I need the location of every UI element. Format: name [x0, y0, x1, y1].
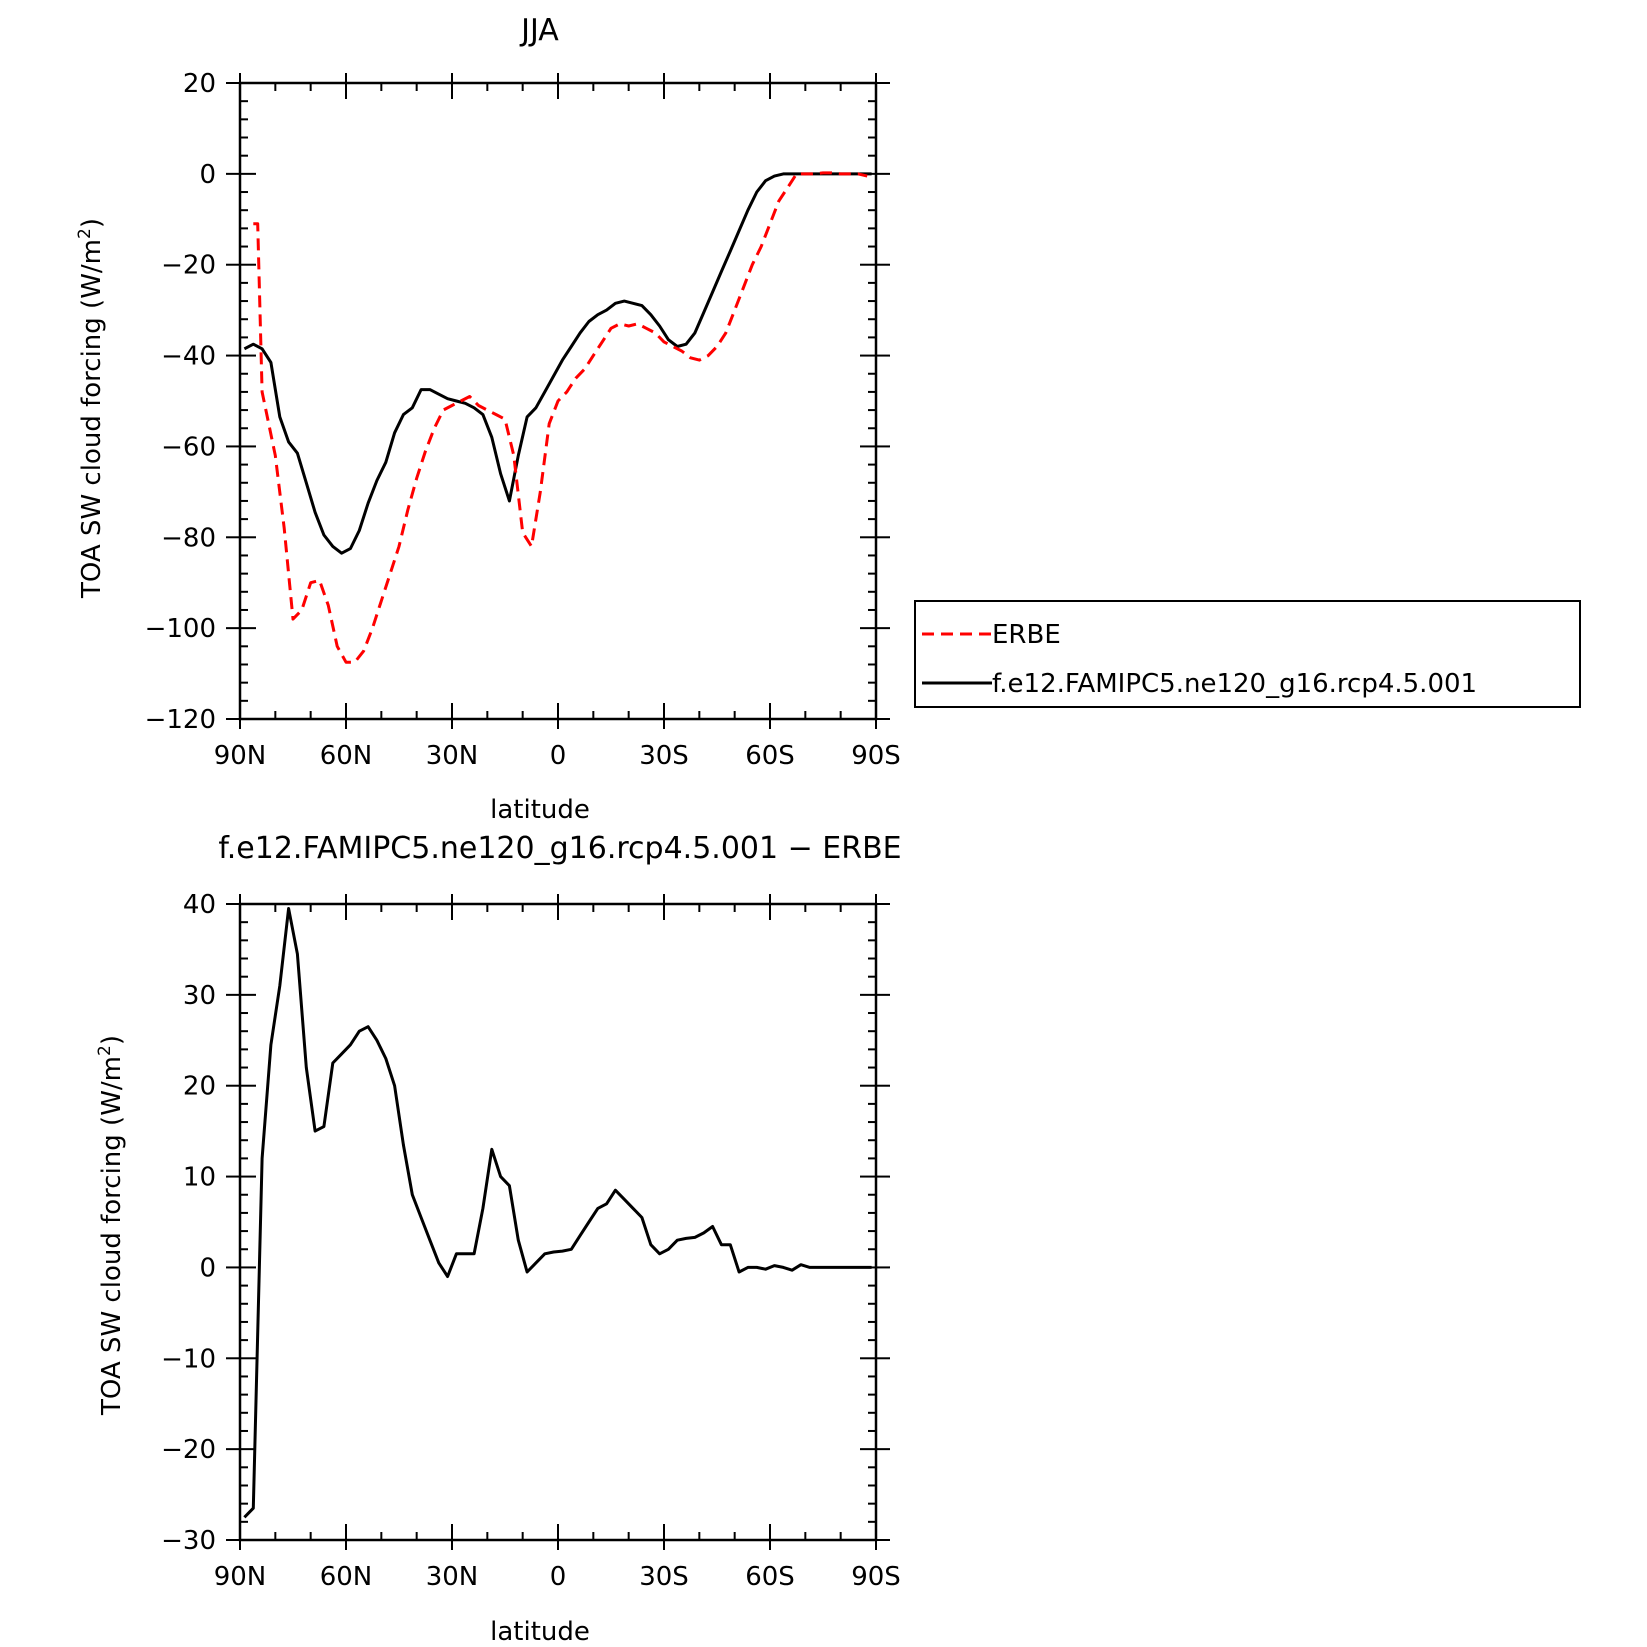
top-x-tick-label: 90S: [851, 741, 901, 771]
legend-box: [914, 600, 1581, 708]
bottom-y-tick-labels: 40 30 20 10 0 −10 −20 −30: [161, 890, 216, 1556]
bottom-series-line-difference: [243, 907, 872, 1519]
top-plot-frame: [238, 81, 878, 721]
bottom-y-tick-label: 20: [183, 1072, 216, 1102]
bottom-y-tick-label: −20: [161, 1435, 216, 1465]
top-series-lines: [243, 171, 872, 664]
bottom-y-tick-label: −30: [161, 1526, 216, 1556]
top-series-line-f-e12-famipc5-ne120-g16-rcp4-5-001: [243, 172, 872, 555]
top-y-tick-label: −60: [161, 432, 216, 462]
bottom-x-tick-label: 0: [550, 1562, 567, 1592]
top-series-line-erbe: [253, 171, 868, 664]
bottom-x-tick-label: 30N: [426, 1562, 479, 1592]
top-y-tick-labels: 20 0 −20 −40 −60 −80 −100 −120: [145, 69, 216, 735]
bottom-y-tick-label: 10: [183, 1163, 216, 1193]
top-x-tick-label: 60N: [320, 741, 373, 771]
bottom-x-tick-label: 90N: [214, 1562, 267, 1592]
legend-entry-erbe: ERBE: [992, 620, 1061, 650]
bottom-x-tick-label: 60S: [745, 1562, 795, 1592]
top-y-tick-label: 0: [199, 160, 216, 190]
bottom-series-lines: [243, 907, 872, 1519]
legend-entry-model: f.e12.FAMIPC5.ne120_g16.rcp4.5.001: [992, 669, 1477, 699]
bottom-x-tick-label: 90S: [851, 1562, 901, 1592]
bottom-y-tick-label: 30: [183, 981, 216, 1011]
bottom-axes-ticks: [226, 894, 890, 1550]
top-y-tick-label: −40: [161, 342, 216, 372]
top-y-tick-label: −100: [145, 614, 216, 644]
bottom-y-axis-label: TOA SW cloud forcing (W/m2): [95, 1035, 127, 1416]
bottom-x-tick-label: 30S: [639, 1562, 689, 1592]
top-y-tick-label: 20: [183, 69, 216, 99]
bottom-x-axis-label: latitude: [490, 1617, 590, 1647]
bottom-y-tick-label: 40: [183, 890, 216, 920]
top-y-tick-label: −120: [145, 705, 216, 735]
bottom-x-tick-labels: 90N 60N 30N 0 30S 60S 90S: [214, 1562, 901, 1592]
bottom-x-tick-label: 60N: [320, 1562, 373, 1592]
top-x-axis-label: latitude: [490, 795, 590, 825]
top-x-tick-label: 30N: [426, 741, 479, 771]
top-x-tick-label: 30S: [639, 741, 689, 771]
top-x-tick-label: 60S: [745, 741, 795, 771]
bottom-plot-frame: [238, 902, 878, 1542]
top-y-axis-label: TOA SW cloud forcing (W/m2): [75, 218, 107, 599]
bottom-y-tick-label: −10: [161, 1344, 216, 1374]
legend: ERBE f.e12.FAMIPC5.ne120_g16.rcp4.5.001: [914, 600, 1581, 708]
bottom-y-tick-label: 0: [199, 1253, 216, 1283]
top-y-tick-label: −80: [161, 523, 216, 553]
bottom-panel: f.e12.FAMIPC5.ne120_g16.rcp4.5.001 − ERB…: [95, 831, 902, 1647]
top-chart-title: JJA: [519, 13, 559, 48]
top-y-tick-label: −20: [161, 251, 216, 281]
top-x-tick-label: 0: [550, 741, 567, 771]
top-panel: JJA latitude TOA SW cloud forcing (W/m2)…: [75, 13, 1581, 825]
top-x-tick-labels: 90N 60N 30N 0 30S 60S 90S: [214, 741, 901, 771]
bottom-chart-title: f.e12.FAMIPC5.ne120_g16.rcp4.5.001 − ERB…: [218, 831, 901, 866]
top-x-tick-label: 90N: [214, 741, 267, 771]
